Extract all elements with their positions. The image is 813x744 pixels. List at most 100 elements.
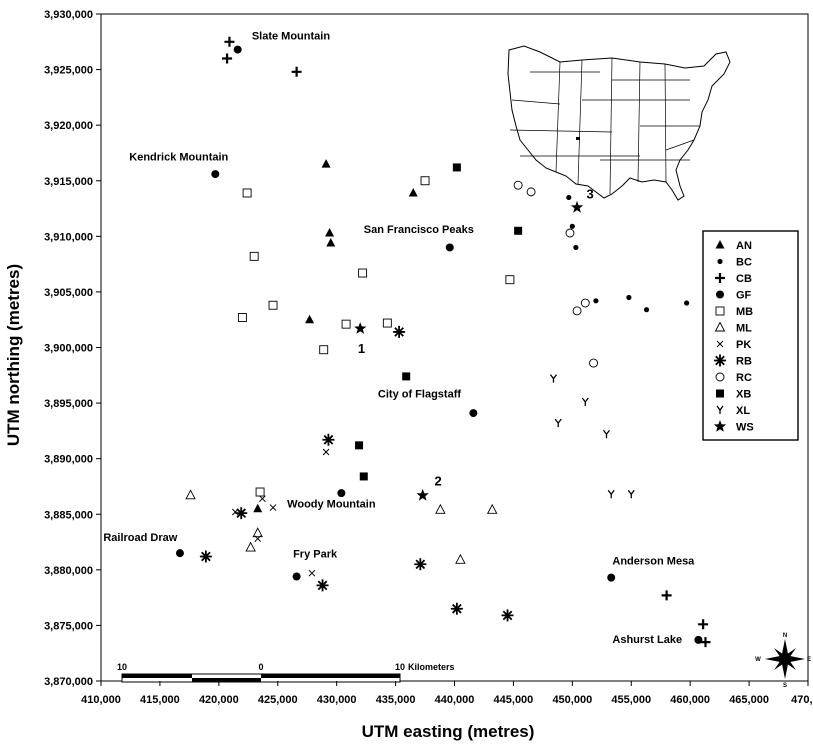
data-point-mb — [249, 251, 259, 261]
y-tick-label: 3,905,000 — [44, 287, 93, 299]
data-point-bc — [684, 300, 690, 306]
legend-item-rb: RB — [714, 354, 752, 368]
y-tick-label: 3,910,000 — [44, 231, 93, 243]
data-point-cb — [698, 619, 709, 630]
data-point-ml — [435, 503, 446, 514]
legend-label: WS — [736, 422, 754, 434]
data-point-rb — [322, 433, 335, 446]
legend-symbol — [716, 405, 724, 414]
x-tick-label: 470,00 — [791, 694, 813, 706]
legend-label: XL — [736, 405, 750, 417]
data-point-ws — [416, 488, 429, 501]
data-point-rc — [572, 306, 582, 316]
legend-symbol — [714, 354, 726, 367]
data-point-bc — [566, 194, 572, 201]
data-point-bc — [643, 307, 650, 313]
site-name-label: Anderson Mesa — [612, 555, 695, 567]
site-name-label: Slate Mountain — [252, 31, 331, 43]
x-tick-label: 415,000 — [140, 694, 180, 706]
axes: UTM easting (metres) UTM northing (metre… — [4, 9, 813, 741]
legend-item-bc: BC — [717, 257, 752, 269]
legend: AN BC CB GF MB ML PK RB RC XB XL WS — [702, 230, 799, 441]
data-point-mb — [420, 176, 430, 186]
legend-item-rc: RC — [715, 372, 752, 384]
compass-rose: N S W E — [755, 633, 811, 689]
site-name-label: City of Flagstaff — [378, 389, 461, 401]
legend-item-xl: XL — [716, 405, 750, 417]
legend-item-pk: PK — [716, 339, 751, 351]
legend-label: RB — [736, 356, 752, 368]
x-tick-label: 450,000 — [552, 694, 592, 706]
data-point-ml — [185, 489, 196, 500]
site-number-label: 1 — [358, 341, 365, 356]
compass-diagonals — [774, 648, 796, 670]
data-point-pk — [269, 504, 277, 511]
compass-label: E — [807, 657, 811, 663]
data-point-mb — [382, 318, 392, 328]
x-tick-label: 460,000 — [670, 694, 710, 706]
data-point-pk — [259, 495, 266, 503]
data-point-mb — [341, 319, 351, 329]
data-point-xl — [602, 429, 611, 439]
data-point-rc — [565, 228, 575, 238]
scale-bar-label: 0 — [258, 662, 263, 672]
scale-bar-label: 10 — [395, 662, 405, 672]
data-point-xl — [554, 418, 562, 428]
legend-label: PK — [736, 339, 751, 351]
scale-bar-unit: Kilometers — [408, 662, 455, 672]
data-point-pk — [308, 569, 316, 577]
data-point-ml — [486, 503, 498, 514]
scale-bar: 10 0 10 Kilometers — [117, 662, 455, 683]
data-point-rc — [589, 358, 598, 368]
legend-symbol — [717, 258, 723, 265]
data-point-xb — [402, 372, 411, 381]
data-point-an — [326, 238, 336, 247]
legend-symbol — [715, 306, 725, 316]
series-xl — [549, 374, 635, 499]
data-point-cb — [291, 66, 302, 77]
site-name-label: Kendrick Mountain — [129, 152, 228, 164]
data-point-an — [321, 159, 331, 168]
data-point-rb — [450, 602, 463, 615]
legend-label: GF — [736, 290, 752, 302]
data-point-gf — [694, 635, 703, 644]
data-point-xl — [549, 374, 557, 383]
x-tick-label: 455,000 — [611, 694, 651, 706]
data-point-ml — [245, 541, 256, 552]
legend-symbol — [713, 420, 727, 432]
legend-symbol — [716, 340, 724, 348]
data-point-bc — [573, 244, 579, 251]
data-point-xb — [355, 441, 364, 450]
data-point-rc — [580, 298, 590, 308]
data-point-mb — [268, 300, 278, 310]
y-tick-label: 3,930,000 — [44, 9, 93, 21]
legend-item-ml: ML — [714, 321, 752, 335]
data-point-mb — [255, 487, 265, 497]
data-point-xb — [514, 226, 523, 235]
legend-item-cb: CB — [715, 273, 752, 285]
series-xb — [355, 163, 523, 481]
data-point-xl — [627, 489, 635, 499]
site-number-label: 3 — [586, 187, 593, 202]
data-point-an — [253, 503, 263, 513]
scale-bar-segment — [122, 674, 192, 678]
series-rc — [513, 180, 598, 368]
legend-symbol — [714, 321, 726, 332]
legend-label: ML — [736, 323, 752, 335]
data-point-cb — [700, 637, 711, 648]
y-tick-label: 3,875,000 — [44, 620, 93, 632]
scale-bar-segment — [261, 674, 400, 678]
x-tick-label: 440,000 — [435, 694, 475, 706]
x-tick-label: 445,000 — [494, 694, 534, 706]
x-tick-label: 465,000 — [729, 694, 769, 706]
y-tick-label: 3,880,000 — [44, 565, 93, 577]
data-point-rc — [513, 180, 523, 190]
x-tick-label: 410,000 — [81, 694, 121, 706]
data-point-ws — [354, 322, 367, 334]
x-axis-title: UTM easting (metres) — [362, 722, 535, 741]
site-name-label: San Francisco Peaks — [364, 224, 474, 236]
site-number-label: 2 — [434, 473, 441, 488]
data-point-gf — [607, 573, 616, 582]
legend-item-xb: XB — [716, 389, 751, 401]
